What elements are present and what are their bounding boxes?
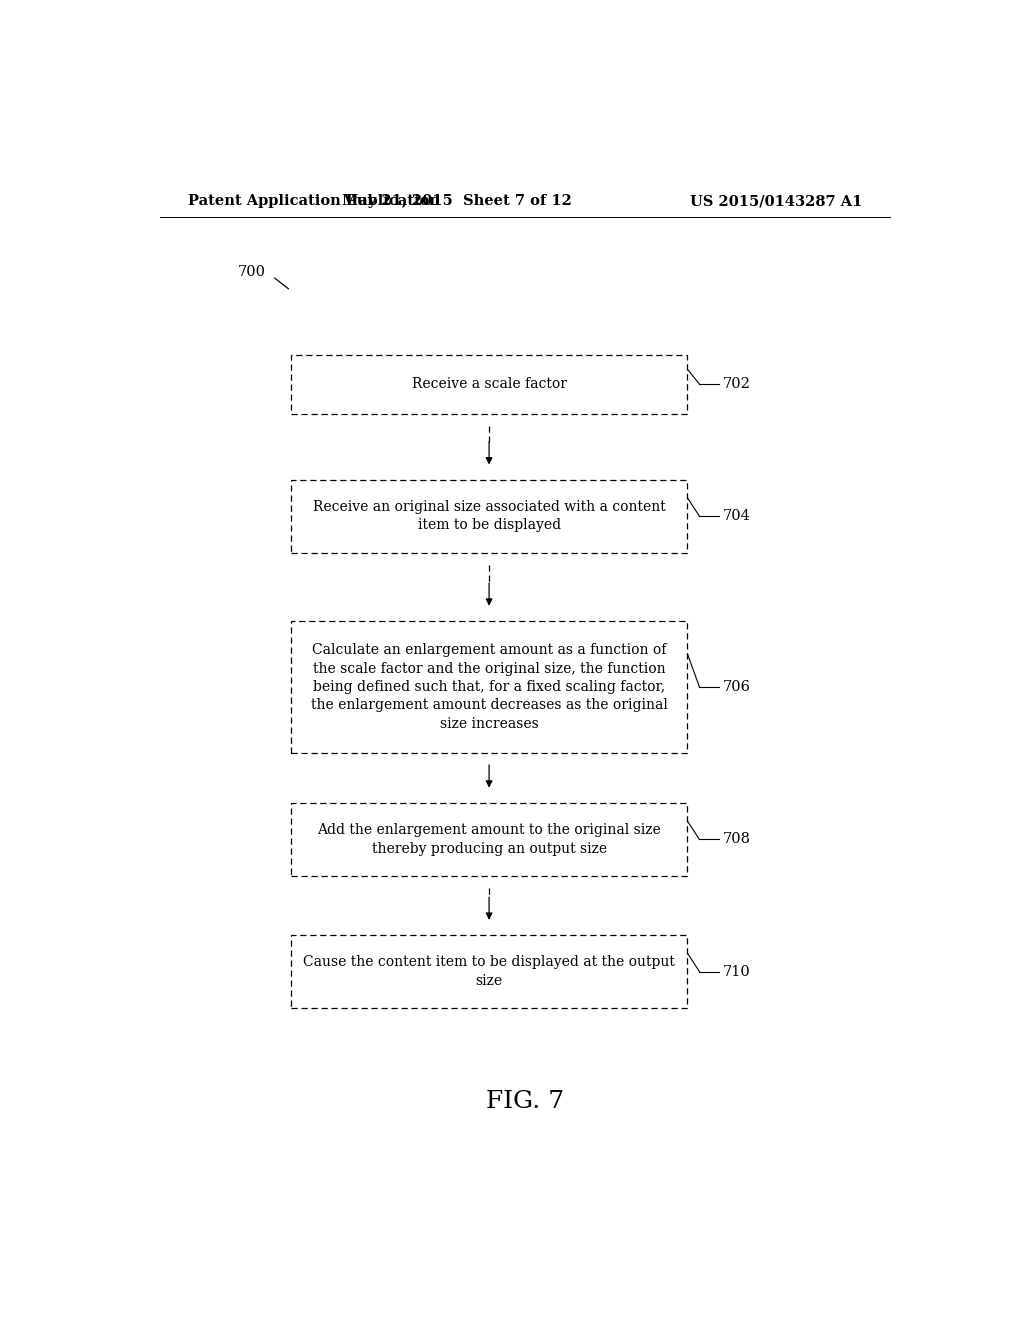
Bar: [291, 355, 687, 413]
Text: 704: 704: [723, 510, 751, 523]
Text: 702: 702: [723, 378, 751, 391]
Bar: [291, 803, 687, 876]
Text: Cause the content item to be displayed at the output
size: Cause the content item to be displayed a…: [303, 956, 675, 987]
Bar: [291, 479, 687, 553]
Text: 710: 710: [723, 965, 751, 978]
Bar: [291, 620, 687, 752]
Bar: [291, 935, 687, 1008]
Text: Patent Application Publication: Patent Application Publication: [187, 194, 439, 209]
Text: FIG. 7: FIG. 7: [485, 1090, 564, 1113]
Text: 708: 708: [723, 833, 752, 846]
Text: 700: 700: [238, 265, 265, 280]
Text: US 2015/0143287 A1: US 2015/0143287 A1: [690, 194, 862, 209]
Text: 706: 706: [723, 680, 752, 694]
Text: Add the enlargement amount to the original size
thereby producing an output size: Add the enlargement amount to the origin…: [317, 824, 660, 855]
Text: Receive a scale factor: Receive a scale factor: [412, 378, 566, 391]
Text: Calculate an enlargement amount as a function of
the scale factor and the origin: Calculate an enlargement amount as a fun…: [310, 643, 668, 731]
Text: Receive an original size associated with a content
item to be displayed: Receive an original size associated with…: [312, 500, 666, 532]
Text: May 21, 2015  Sheet 7 of 12: May 21, 2015 Sheet 7 of 12: [342, 194, 572, 209]
